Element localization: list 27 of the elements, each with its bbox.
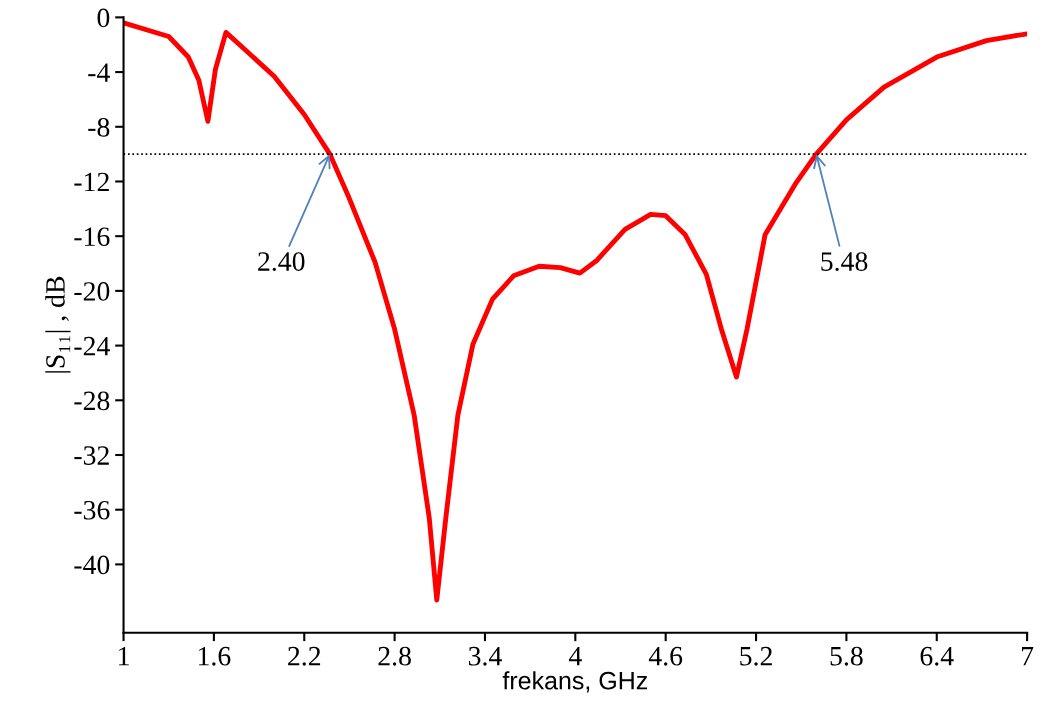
- x-tick-label: 4.6: [648, 646, 683, 666]
- y-tick-label: -16: [74, 227, 110, 247]
- x-tick-label: 2.8: [378, 646, 411, 666]
- y-tick-label: -24: [74, 336, 110, 356]
- y-tick-label: -12: [74, 172, 109, 192]
- x-tick-label: 4: [568, 646, 582, 666]
- y-tick-label: -20: [74, 282, 110, 301]
- x-tick-label: 3.4: [468, 646, 502, 666]
- y-tick-label: -32: [74, 446, 109, 465]
- x-tick-label: 5.8: [830, 646, 863, 666]
- y-tick-label: -36: [74, 500, 110, 520]
- y-tick-label: -40: [74, 555, 110, 575]
- y-axis-title: |S₁₁| , dB: [45, 276, 71, 373]
- x-axis-title: frekans, GHz: [502, 671, 648, 693]
- x-tick-label: 1: [119, 646, 129, 666]
- x-tick-label: 2.2: [288, 646, 321, 666]
- y-tick-label: -28: [74, 391, 110, 411]
- y-tick-label: -8: [88, 117, 110, 137]
- annotation: 2.40: [258, 252, 305, 272]
- x-tick-label: 5.2: [740, 646, 772, 666]
- y-tick-label: -4: [88, 63, 110, 82]
- x-tick-label: 6.4: [920, 646, 954, 666]
- annotation: 5.48: [821, 252, 868, 272]
- line-series: [123, 20, 1028, 603]
- x-tick-label: 1.6: [198, 646, 231, 666]
- x-tick-label: 7: [1021, 647, 1034, 666]
- y-tick-label: 0: [97, 8, 110, 28]
